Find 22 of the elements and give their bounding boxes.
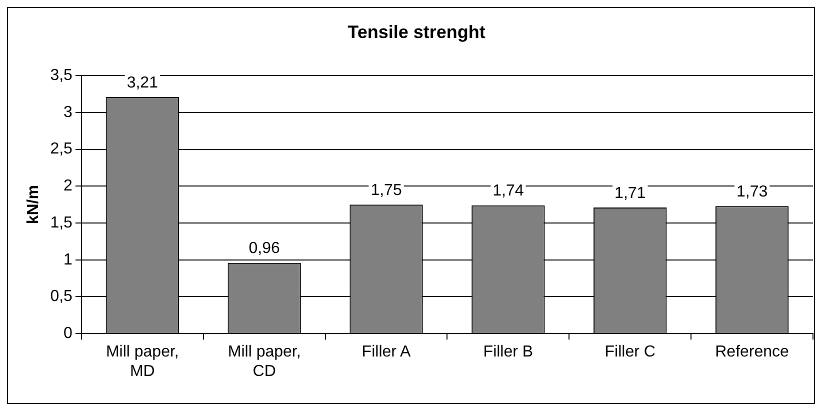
x-tick-label: Filler B	[483, 344, 534, 361]
y-tick-label: 0	[64, 325, 73, 342]
data-label: 0,96	[248, 240, 280, 258]
x-tick-label: Mill paper, MD	[106, 344, 179, 380]
data-label: 1,74	[492, 182, 524, 200]
y-axis-title: kN/m	[25, 185, 42, 224]
y-tick-label: 2	[64, 178, 73, 195]
data-label: 1,71	[614, 184, 646, 202]
y-tick-label: 3,5	[50, 67, 73, 84]
y-tick-label: 2,5	[50, 140, 73, 158]
y-tick-label: 3	[64, 104, 73, 121]
x-tick-label: Filler A	[362, 344, 412, 361]
data-label: 1,73	[736, 183, 768, 200]
data-label: 3,21	[126, 74, 158, 92]
data-label: 1,75	[370, 182, 402, 200]
y-tick-label: 1,5	[50, 214, 73, 232]
y-tick-label: 1	[64, 251, 73, 268]
x-tick-label: Mill paper, CD	[228, 344, 301, 380]
y-tick-label: 0,5	[50, 288, 73, 306]
x-tick-label: Reference	[715, 344, 790, 361]
chart-title: Tensile strenght	[348, 22, 486, 42]
x-tick-label: Filler C	[604, 344, 656, 361]
